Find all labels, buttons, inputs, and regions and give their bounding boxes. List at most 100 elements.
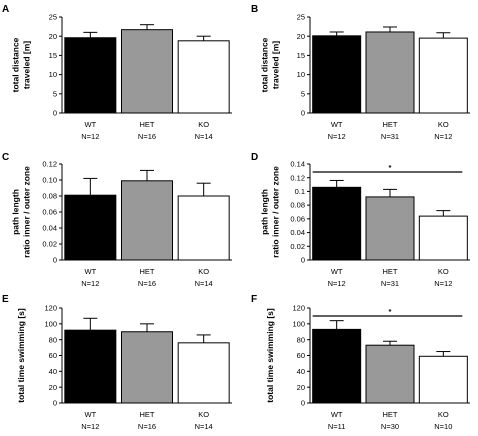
y-axis-label: ratio inner / outer zone: [271, 166, 281, 258]
y-axis-label: total time swimming [s]: [16, 308, 26, 403]
bar-ko: [177, 195, 230, 261]
bar-ko: [418, 355, 468, 404]
y-tick-label: 40: [297, 367, 305, 376]
n-label: N=31: [381, 279, 399, 288]
y-tick-label: 100: [44, 319, 57, 328]
y-tick-label: 120: [44, 304, 57, 313]
bar-het: [121, 331, 173, 404]
y-tick-label: 40: [49, 367, 57, 376]
y-tick-label: 15: [297, 51, 305, 60]
y-tick-label: 15: [49, 51, 57, 60]
n-label: N=10: [434, 422, 452, 431]
y-tick-label: 5: [53, 89, 57, 98]
category-label: WT: [84, 120, 96, 129]
y-tick-label: 0.02: [42, 240, 57, 249]
category-label: HET: [383, 267, 398, 276]
bar-wt: [312, 35, 362, 114]
y-axis-label: path length: [11, 189, 21, 235]
y-tick-label: 10: [297, 70, 305, 79]
n-label: N=12: [81, 279, 99, 288]
bar-het: [121, 29, 173, 114]
panel-label: B: [251, 4, 258, 15]
category-label: KO: [438, 267, 449, 276]
bar-ko: [177, 342, 230, 404]
bar-wt: [312, 186, 362, 261]
category-label: WT: [331, 120, 343, 129]
y-tick-label: 0: [301, 109, 305, 118]
category-label: WT: [331, 410, 343, 419]
y-tick-label: 0.10: [42, 176, 57, 185]
y-tick-label: 0.12: [42, 160, 57, 169]
panel-label: F: [251, 294, 257, 305]
category-label: KO: [438, 410, 449, 419]
category-label: HET: [383, 410, 398, 419]
y-tick-label: 0.04: [42, 224, 57, 233]
bar-het: [365, 344, 415, 404]
n-label: N=16: [138, 279, 156, 288]
y-axis-label: ratio inner / outer zone: [22, 166, 32, 258]
n-label: N=30: [381, 422, 399, 431]
bar-wt: [64, 37, 117, 114]
y-axis-label: path length: [260, 189, 270, 235]
y-tick-label: 0.06: [290, 214, 305, 223]
y-axis-label: traveled [m]: [271, 41, 281, 89]
n-label: N=14: [195, 422, 213, 431]
bar-ko: [418, 215, 468, 261]
n-label: N=31: [381, 132, 399, 141]
y-tick-label: 80: [49, 335, 57, 344]
y-tick-label: 120: [292, 304, 305, 313]
y-tick-label: 0.04: [290, 228, 305, 237]
y-tick-label: 0.02: [290, 242, 305, 251]
bar-ko: [418, 37, 468, 114]
y-tick-label: 25: [297, 13, 305, 22]
y-tick-label: 80: [297, 335, 305, 344]
y-tick-label: 100: [292, 319, 305, 328]
bar-wt: [64, 329, 117, 404]
y-tick-label: 0: [53, 109, 57, 118]
significance-star: *: [389, 307, 392, 316]
category-label: HET: [140, 410, 155, 419]
category-label: HET: [140, 120, 155, 129]
y-tick-label: 20: [49, 383, 57, 392]
y-tick-label: 0.14: [290, 160, 305, 169]
y-tick-label: 10: [49, 70, 57, 79]
bar-ko: [177, 40, 230, 114]
significance-star: *: [389, 163, 392, 172]
category-label: KO: [198, 410, 209, 419]
n-label: N=12: [81, 132, 99, 141]
n-label: N=16: [138, 132, 156, 141]
n-label: N=11: [328, 422, 346, 431]
y-tick-label: 60: [49, 351, 57, 360]
bar-het: [365, 196, 415, 261]
y-axis-label: traveled [m]: [22, 41, 32, 89]
y-axis-label: total distance: [11, 37, 21, 92]
y-axis-label: total distance: [260, 37, 270, 92]
y-tick-label: 20: [297, 32, 305, 41]
category-label: KO: [198, 267, 209, 276]
n-label: N=12: [328, 132, 346, 141]
y-tick-label: 0: [53, 399, 57, 408]
bar-het: [121, 180, 173, 261]
y-tick-label: 0.08: [290, 201, 305, 210]
y-tick-label: 0.06: [42, 208, 57, 217]
panel-label: D: [251, 152, 258, 163]
bar-wt: [312, 328, 362, 404]
y-tick-label: 25: [49, 13, 57, 22]
bar-wt: [64, 194, 117, 261]
panel-label: E: [2, 294, 9, 305]
category-label: KO: [198, 120, 209, 129]
y-tick-label: 20: [297, 383, 305, 392]
n-label: N=14: [195, 279, 213, 288]
category-label: WT: [84, 267, 96, 276]
category-label: HET: [140, 267, 155, 276]
n-label: N=12: [81, 422, 99, 431]
n-label: N=14: [195, 132, 213, 141]
panel-label: C: [2, 152, 9, 163]
y-tick-label: 0: [301, 256, 305, 265]
